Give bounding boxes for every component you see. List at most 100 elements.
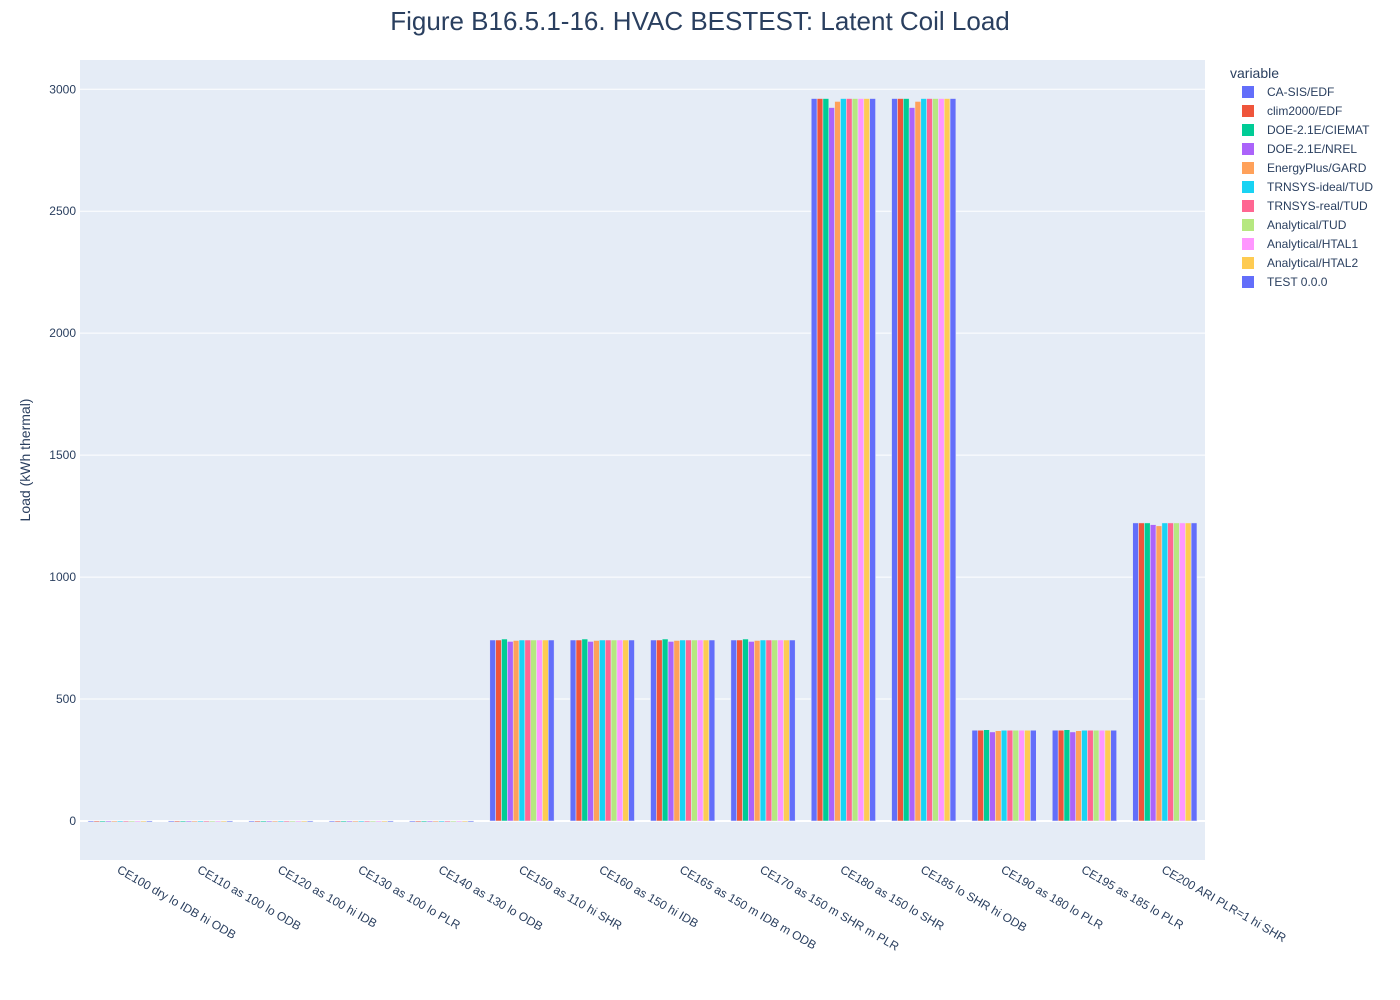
bar[interactable]: [616, 639, 624, 822]
bar[interactable]: [173, 820, 181, 823]
bar[interactable]: [789, 639, 796, 822]
bar[interactable]: [697, 639, 704, 822]
bar[interactable]: [903, 98, 910, 822]
bar[interactable]: [387, 820, 394, 823]
bar[interactable]: [271, 820, 279, 823]
bar[interactable]: [971, 729, 979, 822]
bar[interactable]: [444, 820, 451, 823]
bar[interactable]: [816, 98, 824, 822]
bar[interactable]: [328, 820, 336, 823]
bar[interactable]: [926, 98, 933, 822]
legend-swatch[interactable]: [1242, 219, 1254, 231]
bar[interactable]: [375, 820, 382, 823]
legend-item[interactable]: TRNSYS-ideal/TUD: [1267, 180, 1373, 194]
bar[interactable]: [99, 820, 106, 823]
bar[interactable]: [748, 641, 755, 822]
bar[interactable]: [122, 820, 130, 823]
bar[interactable]: [283, 820, 290, 823]
bar[interactable]: [254, 820, 261, 823]
bar[interactable]: [840, 98, 847, 822]
bar[interactable]: [1000, 729, 1008, 822]
bar[interactable]: [191, 820, 198, 823]
bar[interactable]: [507, 641, 514, 822]
bar[interactable]: [593, 640, 600, 822]
legend-swatch[interactable]: [1242, 105, 1254, 117]
bar[interactable]: [352, 820, 359, 823]
bar[interactable]: [943, 98, 951, 822]
legend-item[interactable]: EnergyPlus/GARD: [1267, 161, 1367, 175]
bar[interactable]: [932, 98, 939, 822]
bar[interactable]: [185, 820, 193, 823]
bar[interactable]: [426, 820, 434, 823]
bar[interactable]: [432, 820, 439, 823]
legend-item[interactable]: TEST 0.0.0: [1267, 275, 1328, 289]
bar[interactable]: [381, 820, 388, 823]
bar[interactable]: [938, 98, 945, 822]
bar[interactable]: [1092, 729, 1100, 822]
bar[interactable]: [518, 639, 526, 822]
bar[interactable]: [983, 729, 990, 822]
bar[interactable]: [203, 820, 210, 823]
bar[interactable]: [1179, 522, 1186, 822]
bar[interactable]: [450, 820, 457, 823]
bar[interactable]: [777, 639, 784, 822]
bar[interactable]: [622, 639, 629, 822]
bar[interactable]: [346, 820, 353, 823]
bar[interactable]: [846, 98, 853, 822]
bar[interactable]: [1052, 729, 1059, 822]
bar[interactable]: [87, 820, 95, 823]
bar[interactable]: [581, 638, 588, 822]
bar[interactable]: [334, 820, 342, 823]
bar[interactable]: [197, 820, 204, 823]
bar[interactable]: [771, 639, 778, 822]
bar[interactable]: [759, 639, 767, 822]
bar[interactable]: [209, 820, 216, 823]
legend-swatch[interactable]: [1242, 143, 1254, 155]
legend-item[interactable]: TRNSYS-real/TUD: [1267, 199, 1368, 213]
bar[interactable]: [1110, 729, 1117, 822]
legend-item[interactable]: Analytical/HTAL1: [1267, 237, 1358, 251]
legend-item[interactable]: clim2000/EDF: [1267, 104, 1342, 118]
bar[interactable]: [1185, 522, 1192, 822]
bar[interactable]: [754, 640, 761, 822]
bar[interactable]: [949, 98, 957, 822]
bar[interactable]: [409, 820, 416, 823]
legend-item[interactable]: DOE-2.1E/CIEMAT: [1267, 123, 1370, 137]
legend-swatch[interactable]: [1242, 86, 1254, 98]
bar[interactable]: [363, 820, 371, 823]
legend-swatch[interactable]: [1242, 238, 1254, 250]
bar[interactable]: [587, 641, 594, 822]
bar[interactable]: [306, 820, 314, 823]
bar[interactable]: [226, 820, 233, 823]
bar[interactable]: [117, 820, 124, 823]
bar[interactable]: [1075, 730, 1082, 822]
bar[interactable]: [461, 820, 469, 823]
bar[interactable]: [358, 820, 365, 823]
bar[interactable]: [857, 98, 865, 822]
bar[interactable]: [266, 820, 273, 823]
bar[interactable]: [736, 639, 743, 822]
bar[interactable]: [179, 820, 187, 823]
bar[interactable]: [530, 639, 537, 822]
bar[interactable]: [708, 639, 716, 822]
bar[interactable]: [656, 639, 663, 822]
bar[interactable]: [168, 820, 175, 823]
bar[interactable]: [420, 820, 428, 823]
bar[interactable]: [277, 820, 285, 823]
bar[interactable]: [604, 639, 612, 822]
bar[interactable]: [146, 820, 153, 823]
bar[interactable]: [501, 638, 508, 822]
bar[interactable]: [1161, 522, 1168, 822]
bar[interactable]: [685, 639, 692, 822]
bar[interactable]: [1012, 729, 1019, 822]
bar[interactable]: [914, 101, 922, 822]
bar[interactable]: [1063, 729, 1071, 822]
bar[interactable]: [730, 639, 737, 822]
bar[interactable]: [650, 639, 657, 822]
legend-swatch[interactable]: [1242, 257, 1254, 269]
legend-swatch[interactable]: [1242, 200, 1254, 212]
bar[interactable]: [679, 639, 686, 822]
bar[interactable]: [134, 820, 141, 823]
bar[interactable]: [908, 107, 916, 822]
legend-item[interactable]: Analytical/TUD: [1267, 218, 1347, 232]
